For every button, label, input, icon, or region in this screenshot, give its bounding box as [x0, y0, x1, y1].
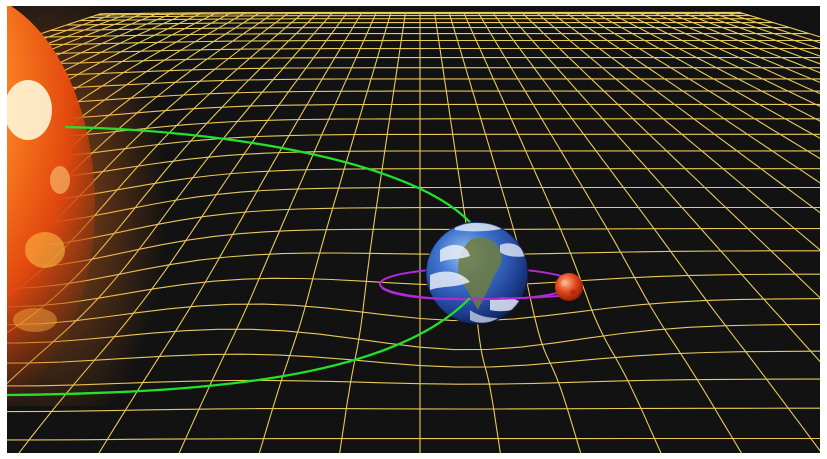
grid-line-vertical	[492, 11, 820, 452]
grid-line-vertical	[651, 11, 820, 84]
grid-line-vertical	[448, 12, 582, 453]
grid-line-vertical	[637, 11, 820, 95]
grid-line-vertical	[339, 12, 407, 453]
grid-line-vertical	[506, 11, 820, 363]
grid-line-vertical	[579, 11, 820, 160]
grid-line-vertical	[709, 11, 820, 50]
moon	[555, 273, 583, 301]
moon-orbit-front	[381, 287, 561, 301]
sun	[7, 6, 95, 407]
grid-line-vertical	[622, 11, 820, 107]
grid-line-vertical	[521, 11, 820, 299]
grid-line-vertical	[535, 11, 820, 251]
grid-line-vertical	[564, 11, 820, 184]
earth-orbit-near-arc	[7, 297, 471, 397]
grid-line-vertical	[433, 12, 501, 453]
grid-line-vertical	[178, 11, 377, 453]
grid-line-vertical	[680, 11, 820, 65]
grid-line-vertical	[724, 11, 820, 44]
grid-line-vertical	[477, 11, 743, 453]
grid-line-vertical	[550, 11, 820, 214]
grid-line-vertical	[666, 11, 820, 74]
grid-line-vertical	[695, 11, 820, 57]
grid-line-vertical	[463, 11, 662, 453]
grid-line-vertical	[738, 11, 820, 38]
earth-orbit-far-arc	[64, 125, 476, 229]
earth	[425, 221, 529, 325]
grid-line-vertical	[593, 11, 820, 139]
grid-line-vertical	[608, 11, 820, 122]
grid-line-vertical	[258, 12, 392, 453]
